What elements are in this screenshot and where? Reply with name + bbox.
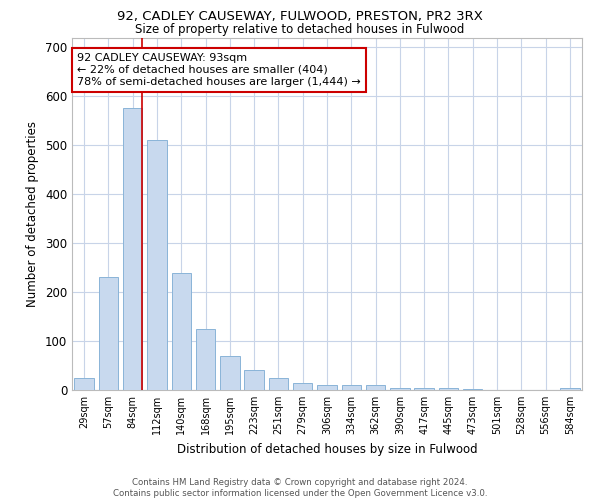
- Bar: [196, 329, 215, 390]
- Bar: [317, 385, 337, 390]
- Bar: [123, 108, 142, 390]
- Bar: [244, 370, 264, 390]
- Text: Contains HM Land Registry data © Crown copyright and database right 2024.
Contai: Contains HM Land Registry data © Crown c…: [113, 478, 487, 498]
- Bar: [439, 388, 458, 390]
- Bar: [147, 140, 167, 390]
- Bar: [415, 388, 434, 390]
- Bar: [390, 388, 410, 390]
- Y-axis label: Number of detached properties: Number of detached properties: [26, 120, 40, 306]
- Text: 92 CADLEY CAUSEWAY: 93sqm
← 22% of detached houses are smaller (404)
78% of semi: 92 CADLEY CAUSEWAY: 93sqm ← 22% of detac…: [77, 54, 361, 86]
- Bar: [463, 388, 482, 390]
- X-axis label: Distribution of detached houses by size in Fulwood: Distribution of detached houses by size …: [176, 442, 478, 456]
- Bar: [293, 382, 313, 390]
- Text: 92, CADLEY CAUSEWAY, FULWOOD, PRESTON, PR2 3RX: 92, CADLEY CAUSEWAY, FULWOOD, PRESTON, P…: [117, 10, 483, 23]
- Bar: [74, 378, 94, 390]
- Bar: [560, 388, 580, 390]
- Bar: [366, 385, 385, 390]
- Bar: [99, 278, 118, 390]
- Bar: [220, 356, 239, 390]
- Text: Size of property relative to detached houses in Fulwood: Size of property relative to detached ho…: [136, 22, 464, 36]
- Bar: [269, 378, 288, 390]
- Bar: [341, 385, 361, 390]
- Bar: [172, 272, 191, 390]
